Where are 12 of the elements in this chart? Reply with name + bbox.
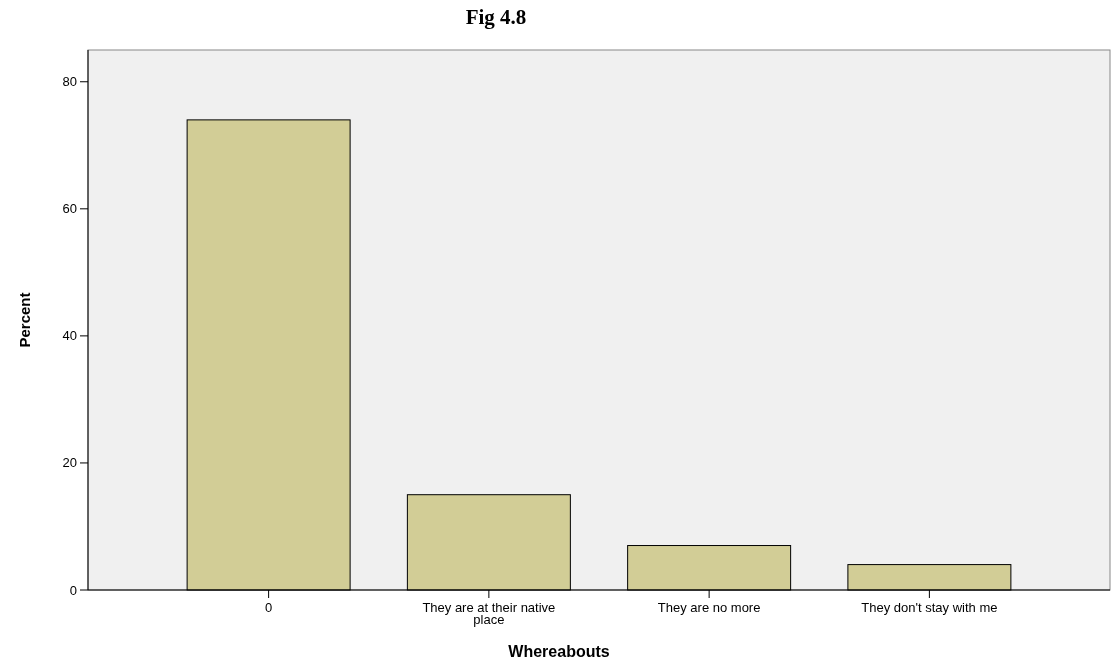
x-tick-label: They are at their native place: [422, 600, 556, 627]
y-tick-label: 40: [62, 328, 77, 344]
chart-title: Fig 4.8: [465, 5, 527, 29]
x-tick-label: They are no more: [657, 600, 761, 615]
y-tick-label: 80: [62, 74, 77, 90]
y-tick-label: 20: [62, 455, 77, 471]
y-tick-label: 0: [69, 582, 77, 598]
y-axis-title: Percent: [16, 292, 33, 348]
x-axis-title: Whereabouts: [508, 643, 610, 660]
y-tick-label: 60: [62, 201, 77, 217]
x-tick-label: They don't stay with me: [861, 600, 998, 615]
x-tick-label: 0: [264, 600, 273, 615]
